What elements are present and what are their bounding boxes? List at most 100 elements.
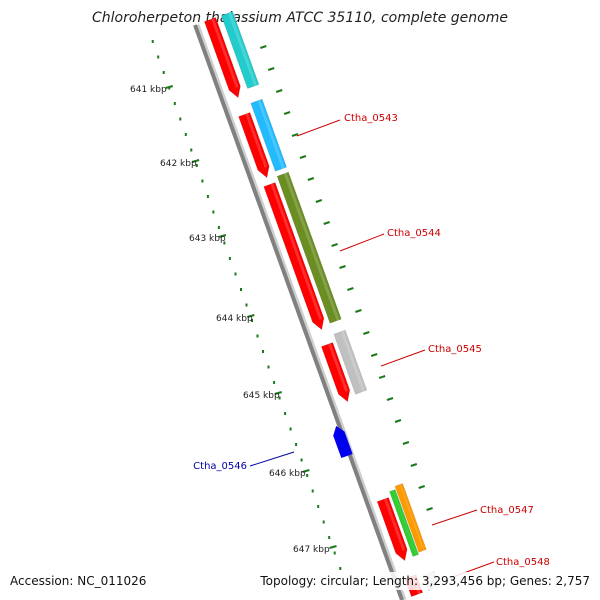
cds-feature-1-highlight	[211, 18, 239, 88]
ruler-minor-tick	[190, 148, 193, 152]
ruler-minor-tick	[311, 489, 314, 493]
ruler-minor-tick	[317, 505, 320, 508]
ruler-minor-tick	[273, 381, 276, 384]
gene-feature-0547-green	[389, 489, 419, 557]
ruler-minor-tick	[228, 257, 231, 260]
ruler-minor-tick	[173, 102, 176, 105]
outer-track-tick	[378, 375, 386, 379]
ruler-major-tick	[247, 314, 255, 318]
cds-feature-4-highlight	[328, 343, 348, 392]
gene-label: Ctha_0544	[387, 228, 441, 239]
gene-feature-0543	[250, 98, 287, 172]
gene-label: Ctha_0547	[480, 505, 534, 516]
cds-feature-2	[238, 112, 270, 179]
ruler-minor-tick	[322, 520, 325, 524]
outer-track-tick	[283, 111, 291, 115]
outer-track-tick	[402, 441, 410, 445]
gene-feature-0547-orange-highlight	[399, 484, 425, 551]
ruler-minor-tick	[333, 551, 336, 555]
ruler-minor-tick	[328, 536, 331, 539]
ruler-major-tick	[191, 159, 200, 163]
outer-track-tick	[331, 243, 338, 247]
ruler-minor-tick	[184, 133, 187, 136]
map-title: Chloroherpeton thalassium ATCC 35110, co…	[92, 10, 508, 26]
ruler-tick-label: 646 kbp	[269, 469, 306, 479]
ruler-tick-label: 645 kbp	[243, 391, 280, 401]
ruler-major-tick	[329, 545, 337, 549]
ruler-tick-label: 644 kbp	[216, 314, 253, 324]
ruler-minor-tick	[306, 474, 309, 477]
outer-track-tick	[418, 485, 426, 489]
outer-track-tick	[323, 221, 331, 225]
gene-label-leader	[296, 119, 341, 137]
ruler-minor-tick	[240, 288, 242, 291]
outer-track-tick	[299, 155, 307, 159]
outer-track-tick	[315, 199, 323, 203]
cds-feature-5-highlight	[384, 498, 406, 551]
ruler-tick-label: 643 kbp	[189, 234, 226, 244]
gene-feature-0547-orange	[394, 483, 427, 553]
gene-feature-0543-highlight	[257, 99, 285, 169]
outer-track-tick	[386, 397, 394, 401]
ruler-minor-tick	[256, 334, 259, 338]
outer-track-tick	[267, 67, 275, 71]
outer-track-tick	[275, 89, 283, 93]
gene-label-leader	[339, 233, 385, 252]
outer-track-tick	[339, 265, 346, 269]
genome-summary-text: Topology: circular; Length: 3,293,456 bp…	[260, 574, 590, 588]
ruler-minor-tick	[262, 350, 264, 353]
gene-feature-0544	[276, 171, 342, 324]
outer-track-tick	[291, 133, 299, 137]
gene-label: Ctha_0546	[193, 461, 247, 472]
ruler-minor-tick	[251, 319, 253, 322]
ruler-minor-tick	[284, 412, 287, 415]
ruler-minor-tick	[339, 567, 342, 570]
gene-feature-0547-green-highlight	[392, 490, 417, 556]
ruler-major-tick	[218, 234, 227, 238]
ruler-minor-tick	[201, 179, 204, 183]
outer-track-tick	[259, 45, 267, 49]
gene-feature-cyan	[220, 11, 260, 89]
gene-label-leader	[380, 349, 426, 367]
ruler-minor-tick	[217, 226, 220, 229]
gene-feature-0545-highlight	[340, 330, 365, 392]
ruler-major-tick	[302, 469, 310, 473]
cds-feature-3-highlight	[270, 183, 322, 320]
ruler-minor-tick	[295, 443, 298, 446]
ruler-major-tick	[274, 391, 282, 395]
footer-backing	[258, 572, 593, 590]
ruler-minor-tick	[195, 164, 198, 167]
outer-track-tick	[426, 507, 433, 511]
ruler-minor-tick	[162, 71, 165, 74]
ruler-minor-tick	[223, 241, 226, 245]
outer-track-tick	[394, 419, 402, 423]
gene-feature-cyan-highlight	[228, 12, 257, 87]
cds-feature-2-highlight	[245, 113, 268, 168]
gene-feature-0546	[333, 426, 353, 458]
ruler-minor-tick	[179, 117, 182, 121]
ruler-minor-tick	[300, 458, 303, 462]
ruler-minor-tick	[234, 272, 237, 276]
gene-label: Ctha_0543	[344, 113, 398, 124]
genome-backbone	[193, 24, 404, 600]
cds-feature-1	[204, 17, 241, 99]
gene-label: Ctha_0548	[496, 557, 550, 568]
ruler-tick-label: 647 kbp	[293, 545, 330, 555]
ruler-minor-tick	[151, 40, 154, 43]
ruler-minor-tick	[206, 195, 209, 198]
outer-track-tick	[370, 353, 378, 357]
ruler-tick-label: 642 kbp	[160, 159, 197, 169]
gene-label-leader	[249, 451, 295, 467]
ruler-minor-tick	[289, 427, 292, 431]
cds-feature-4	[321, 342, 351, 403]
ruler-minor-tick	[267, 365, 270, 369]
cds-feature-5	[376, 497, 408, 562]
outer-track-tick	[307, 177, 315, 181]
ruler-tick-label: 641 kbp	[130, 85, 167, 95]
gene-feature-0545	[333, 329, 368, 395]
accession-text: Accession: NC_011026	[10, 574, 147, 588]
ruler-minor-tick	[245, 303, 248, 307]
gene-feature-0544-highlight	[283, 172, 340, 321]
gene-label-leader	[431, 509, 478, 526]
